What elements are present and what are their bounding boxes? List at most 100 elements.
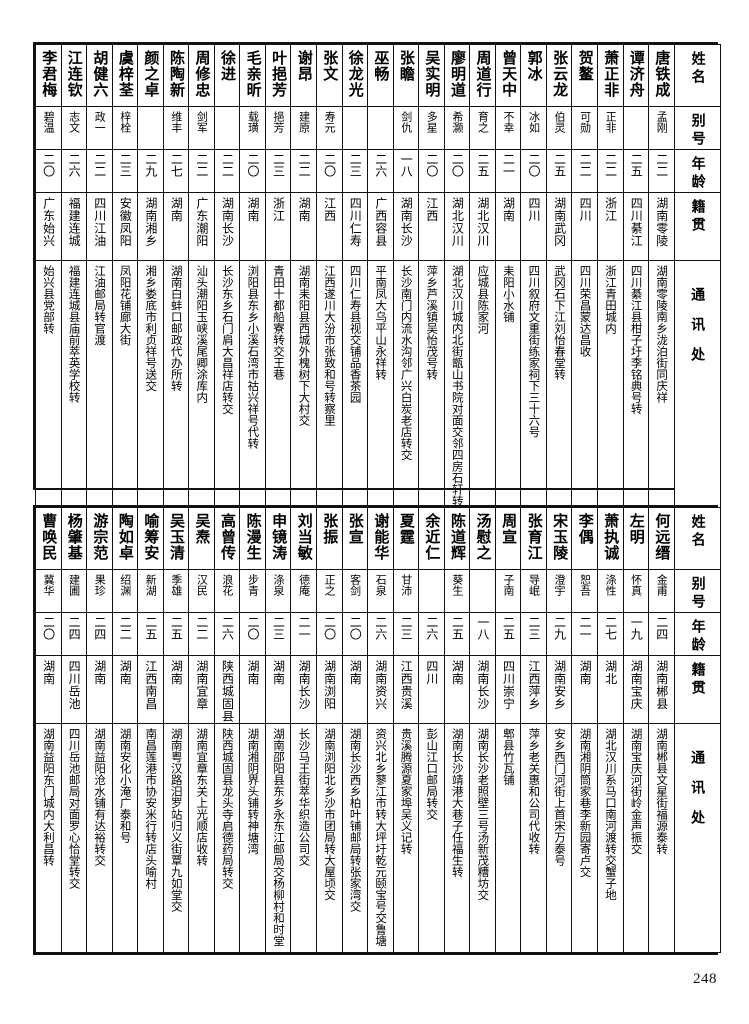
roster-cell-origin: 湖南湘乡 [137, 192, 164, 261]
roster-cell-age: 二〇 [35, 612, 62, 656]
roster-cell-alias: 梓栓 [111, 106, 139, 150]
roster-cell-name: 李君梅 [35, 44, 62, 107]
roster-cell-age: 一九 [622, 612, 650, 656]
roster-alias-text: 政一 [93, 111, 107, 133]
roster-address-text: 湖南宜章东关上光顺店收转 [195, 728, 210, 866]
roster-cell-age: 二〇 [316, 149, 343, 193]
roster-cell-origin: 浙江 [264, 192, 292, 261]
roster-cell-address: 应城县陈家河 [469, 260, 496, 508]
roster-label-name: 姓名 [673, 44, 721, 107]
roster-cell-address: 湖南粤汉路汨罗站归义街覃九如堂交 [162, 723, 190, 953]
roster-origin-text: 湖南长沙 [399, 197, 414, 247]
roster-cell-age: 二三 [520, 612, 547, 656]
roster-name-text: 虞梓荃 [116, 50, 135, 98]
roster-address-text: 萍乡芦溪镇吴怡茂号转 [425, 265, 440, 380]
roster-name-text: 颜之卓 [142, 50, 161, 98]
roster-cell-name: 张云龙 [545, 44, 573, 107]
roster-address-text: 湖南浏阳北乡沙市团局转大屋顷交 [323, 728, 338, 901]
roster-cell-alias: 恕吾 [571, 569, 599, 613]
roster-age-text: 二五 [143, 616, 158, 640]
roster-name-text: 刘当敏 [295, 513, 314, 561]
roster-origin-text: 湖南资兴 [373, 660, 388, 710]
roster-cell-origin: 湖北 [597, 655, 624, 724]
roster-cell-origin: 湖南宜章 [188, 655, 215, 724]
roster-age-text: 二四 [654, 616, 669, 640]
roster-label-alias: 别号 [673, 106, 721, 150]
roster-cell-name: 廖明道 [443, 44, 471, 107]
roster-age-text: 一八 [399, 153, 414, 177]
roster-cell-alias: 挹芳 [264, 106, 292, 150]
roster-table-top: 李君梅 江连钦 胡健六 虞梓荃 颜之卓 陈陶新 周修忠 徐进 毛亲昕 叶挹芳 谢昂 张文 徐龙光 巫畅 张瞻… [33, 42, 721, 508]
roster-address-text: 应城县陈家河 [476, 265, 491, 334]
roster-alias-text: 可勋 [578, 111, 592, 133]
roster-alias-text: 载璜 [246, 111, 260, 133]
roster-age-text: 二六 [67, 153, 82, 177]
roster-cell-origin: 湖南长沙 [213, 192, 241, 261]
roster-alias-text: 冰如 [527, 111, 541, 133]
roster-name-text: 萧执诚 [602, 513, 621, 561]
roster-cell-name: 萧正非 [597, 44, 624, 107]
roster-cell-address: 湖南浏阳北乡沙市团局转大屋顷交 [316, 723, 343, 953]
roster-cell-age: 二〇 [35, 149, 62, 193]
roster-cell-alias: 石泉 [367, 569, 394, 613]
roster-cell-age: 二三 [392, 612, 420, 656]
roster-cell-origin: 湖南 [341, 655, 369, 724]
roster-cell-name: 曾天中 [494, 44, 522, 107]
roster-address-text: 四川綦江县柑子圩李铭典号转 [629, 265, 644, 415]
roster-cell-age: 二六 [367, 612, 394, 656]
roster-cell-address: 萍乡老关惠和公司代收转 [520, 723, 547, 953]
roster-cell-address: 湖南安化小淹广泰和号 [111, 723, 139, 953]
roster-cell-alias: 育之 [469, 106, 496, 150]
roster-cell-age: 二〇 [418, 149, 445, 193]
roster-cell-address: 长沙马王街萃华织造公司交 [290, 723, 318, 953]
roster-label-text: 通讯处 [689, 287, 706, 377]
roster-row-name: 李君梅 江连钦 胡健六 虞梓荃 颜之卓 陈陶新 周修忠 徐进 毛亲昕 叶挹芳 谢昂 张文 徐龙光 巫畅 张瞻… [35, 44, 721, 107]
roster-alias-text: 浪花 [220, 574, 234, 596]
roster-cell-address: 福建连城县庙前萃英学校转 [60, 260, 88, 508]
roster-table-body: 李君梅 江连钦 胡健六 虞梓荃 颜之卓 陈陶新 周修忠 徐进 毛亲昕 叶挹芳 谢昂 张文 徐龙光 巫畅 张瞻… [35, 44, 721, 508]
roster-address-text: 郫县竹瓦铺 [501, 728, 516, 786]
roster-name-text: 张育江 [525, 513, 544, 561]
roster-address-text: 湖南白蚌口邮政代办所转 [169, 265, 184, 392]
roster-cell-origin: 广东始兴 [35, 192, 62, 261]
roster-cell-origin: 四川綦江 [622, 192, 650, 261]
roster-name-text: 萧正非 [602, 50, 621, 98]
roster-address-text: 江西遂川大汾市张致和号转察里 [323, 265, 338, 426]
roster-age-text: 二〇 [424, 153, 439, 177]
roster-cell-origin: 四川岳池 [60, 655, 88, 724]
roster-age-text: 一八 [475, 616, 490, 640]
roster-origin-text: 广西容县 [373, 197, 388, 247]
roster-row-age: 二〇 二四 二四 二二 二五 二五 二二 二六 二〇 二三 二一 二〇 二〇 二六 二三 二六 二五 一八 二五 二三… [35, 612, 721, 656]
roster-age-text: 二九 [552, 616, 567, 640]
roster-alias-text: 不幸 [501, 111, 515, 133]
roster-cell-age: 二四 [86, 612, 113, 656]
roster-cell-name: 张文 [316, 44, 343, 107]
roster-age-text: 二五 [629, 153, 644, 177]
roster-cell-name: 汤慰之 [469, 507, 496, 570]
roster-origin-text: 四川仁寿 [348, 197, 363, 247]
roster-cell-name: 张瞻 [392, 44, 420, 107]
roster-cell-alias: 剑军 [188, 106, 215, 150]
roster-cell-address: 彭山江口邮局转交 [418, 723, 445, 953]
roster-name-text: 游宗范 [91, 513, 110, 561]
roster-address-text: 平南凤大乌平山永祥转 [374, 265, 389, 380]
roster-cell-address: 浙江青田城内 [597, 260, 624, 508]
roster-cell-alias [418, 569, 445, 613]
roster-cell-name: 吴实明 [418, 44, 445, 107]
roster-name-text: 陈漫生 [244, 513, 263, 561]
roster-name-text: 张宣 [346, 513, 365, 545]
roster-label-text: 别号 [689, 576, 706, 612]
roster-row-alias: 冀华 建圃 果珍 绍渊 新湖 季雄 汉民 浪花 步青 涤泉 德庵 正之 客剑 石泉 甘沛 葵生 子南 导岷 澄宇 恕吾… [35, 569, 721, 613]
roster-name-text: 陈道辉 [448, 513, 467, 561]
roster-age-text: 二二 [194, 616, 209, 640]
roster-name-text: 左明 [627, 513, 646, 545]
roster-cell-origin: 四川 [520, 192, 547, 261]
roster-cell-address: 青田十都船寮转交王巷 [264, 260, 292, 508]
roster-cell-age: 二六 [418, 612, 445, 656]
roster-cell-age: 二〇 [239, 149, 266, 193]
roster-alias-text: 孟刚 [655, 111, 669, 133]
roster-name-text: 喻筹安 [142, 513, 161, 561]
roster-alias-text: 建原 [297, 111, 311, 133]
roster-age-text: 二一 [297, 616, 312, 640]
roster-cell-alias: 载璜 [239, 106, 266, 150]
